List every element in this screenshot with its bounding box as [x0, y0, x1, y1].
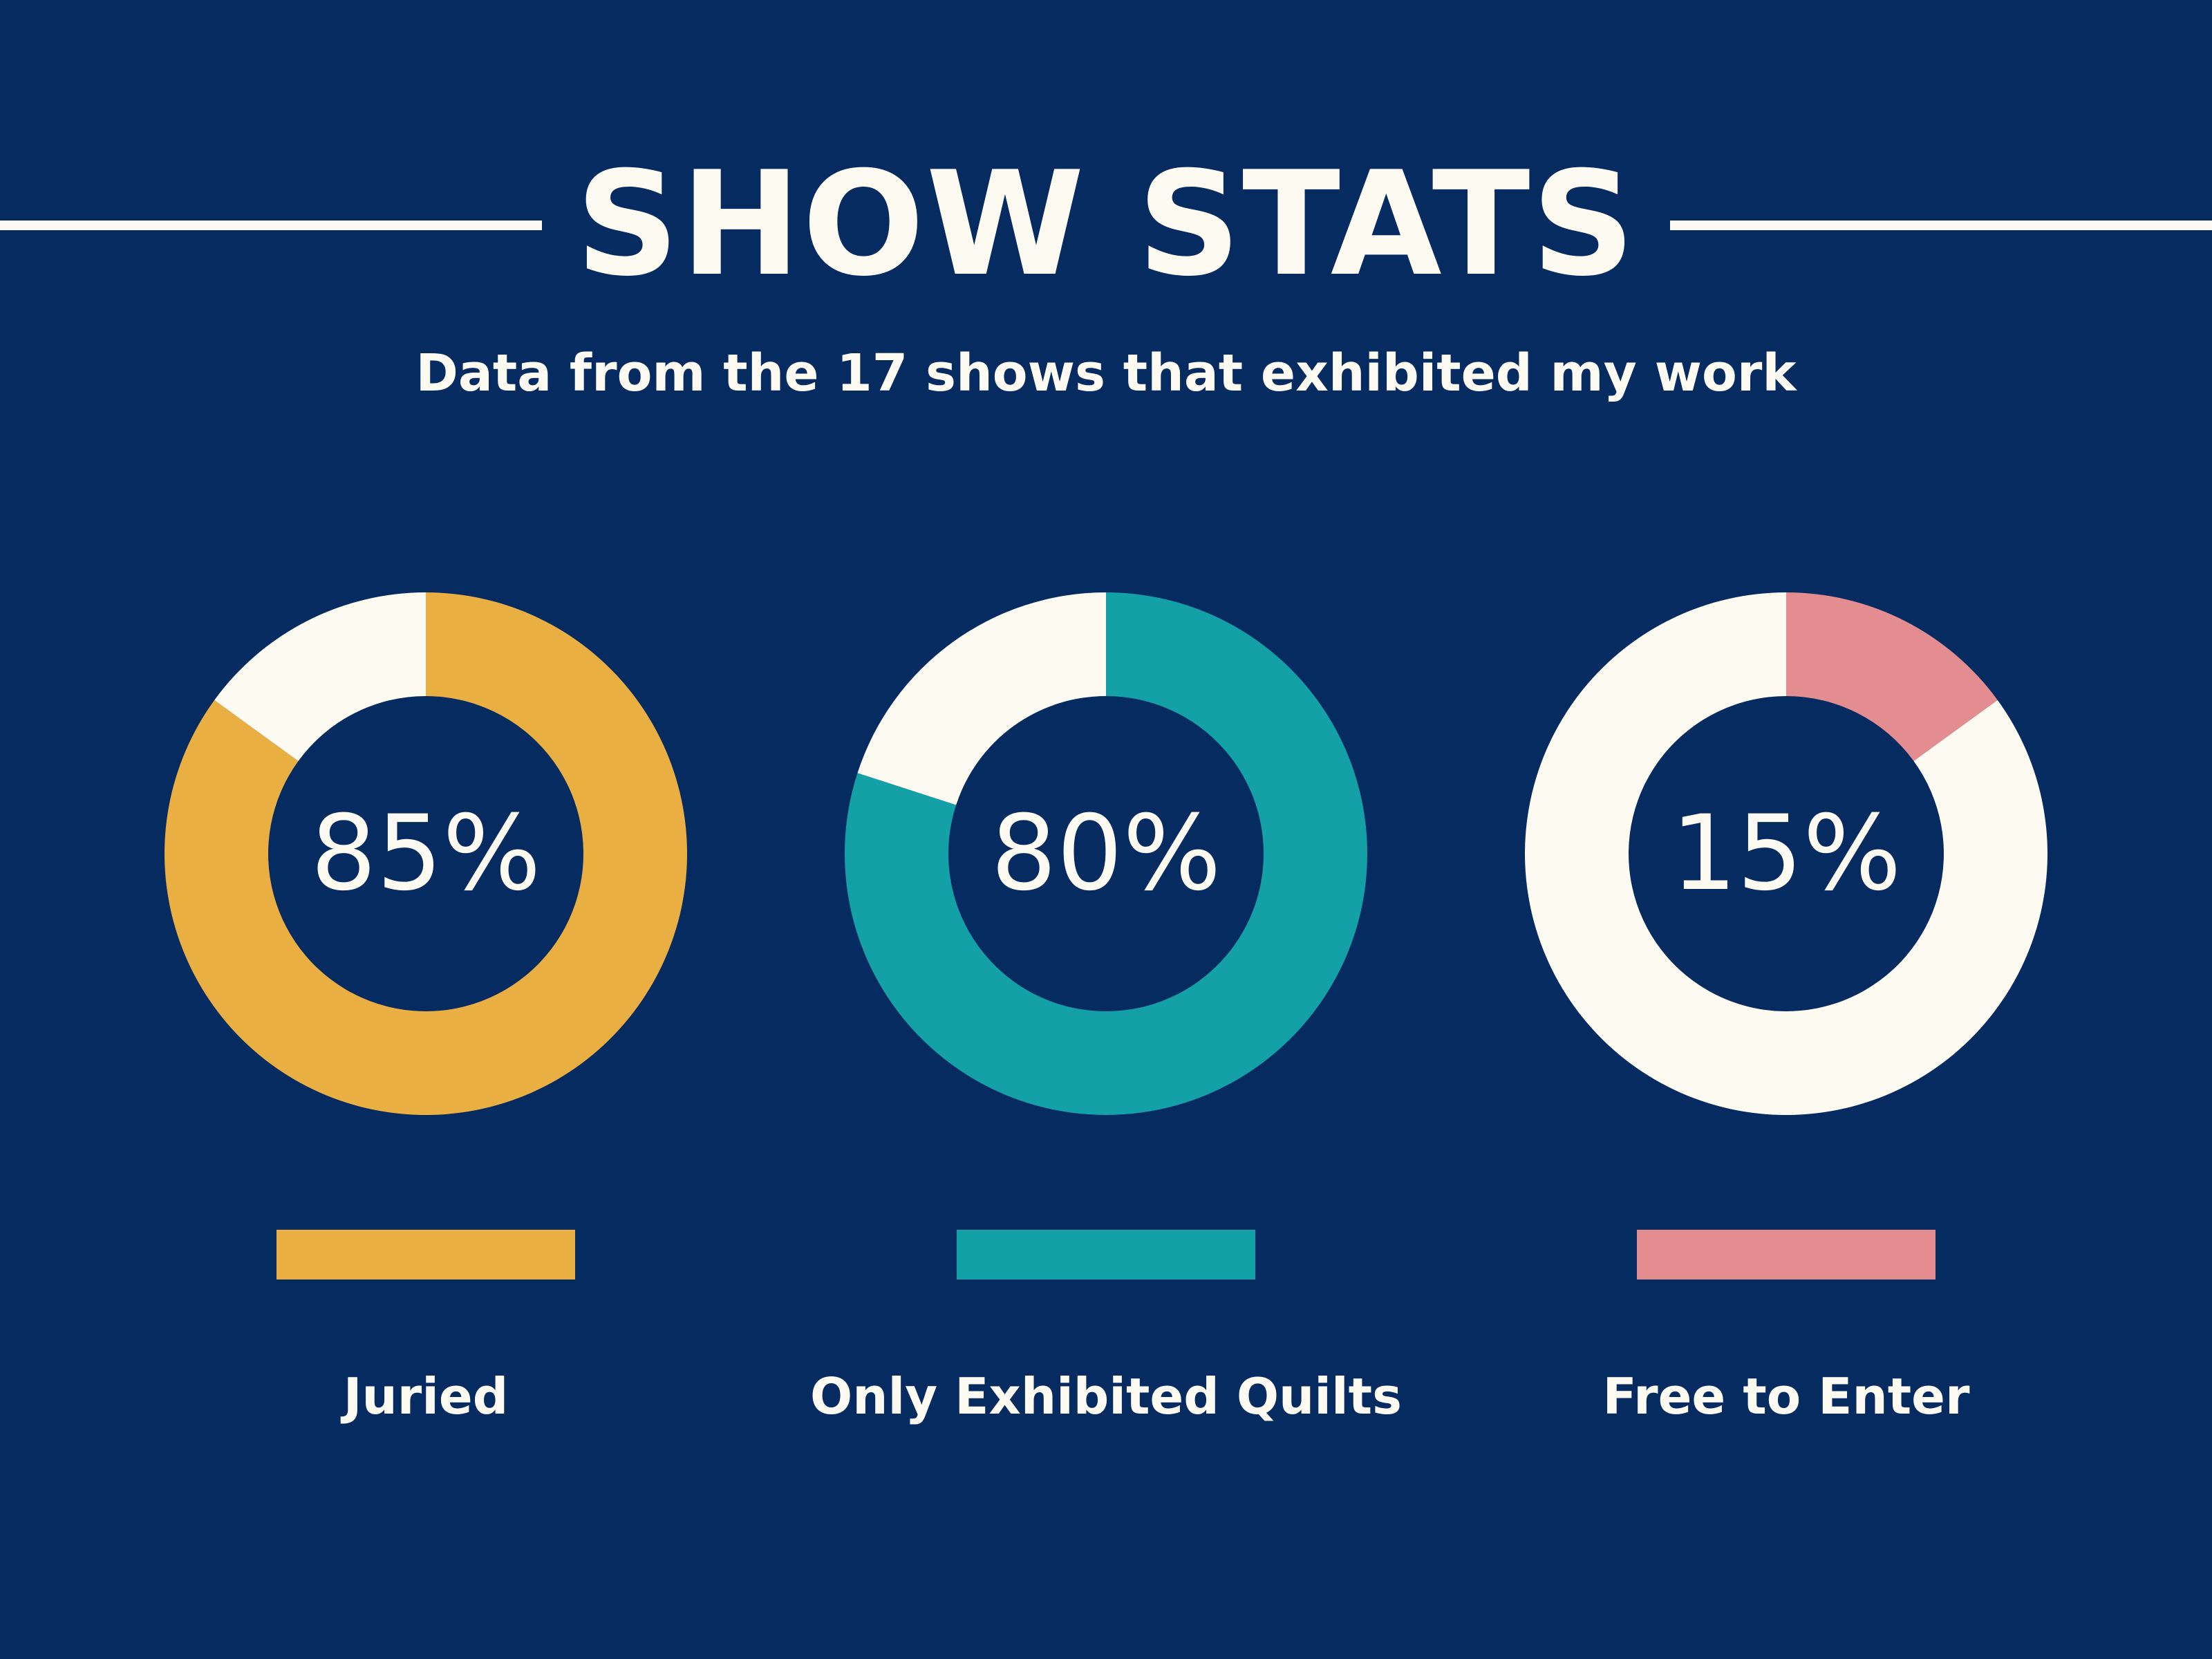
slice-only-exhibited-quilts-remainder [857, 592, 1106, 805]
slice-free-to-enter [1786, 592, 1998, 761]
value-label-only-exhibited-quilts: 80% [991, 794, 1221, 914]
page-title: SHOW STATS [575, 141, 1637, 308]
legend-swatch-only-exhibited-quilts [957, 1230, 1255, 1280]
donut-chart-only-exhibited-quilts: 80% [845, 592, 1367, 1280]
slice-free-to-enter-remainder [1524, 592, 2047, 1115]
label-free-to-enter: Free to Enter [1602, 1367, 1970, 1425]
slice-juried-remainder [214, 592, 426, 761]
legend-swatch-juried [276, 1230, 575, 1280]
slice-only-exhibited-quilts [845, 592, 1367, 1115]
donut-chart-juried: 85% [164, 592, 687, 1280]
label-juried: Juried [343, 1367, 509, 1425]
title-rule-left [0, 221, 542, 230]
legend-swatch-free-to-enter [1637, 1230, 1936, 1280]
title-rule-right [1670, 221, 2212, 230]
slice-juried [164, 592, 687, 1115]
value-label-juried: 85% [310, 794, 541, 914]
value-label-free-to-enter: 15% [1671, 794, 1901, 914]
donut-chart-free-to-enter: 15% [1524, 592, 2047, 1280]
label-only-exhibited-quilts: Only Exhibited Quilts [810, 1367, 1402, 1425]
page-subtitle: Data from the 17 shows that exhibited my… [415, 344, 1797, 403]
